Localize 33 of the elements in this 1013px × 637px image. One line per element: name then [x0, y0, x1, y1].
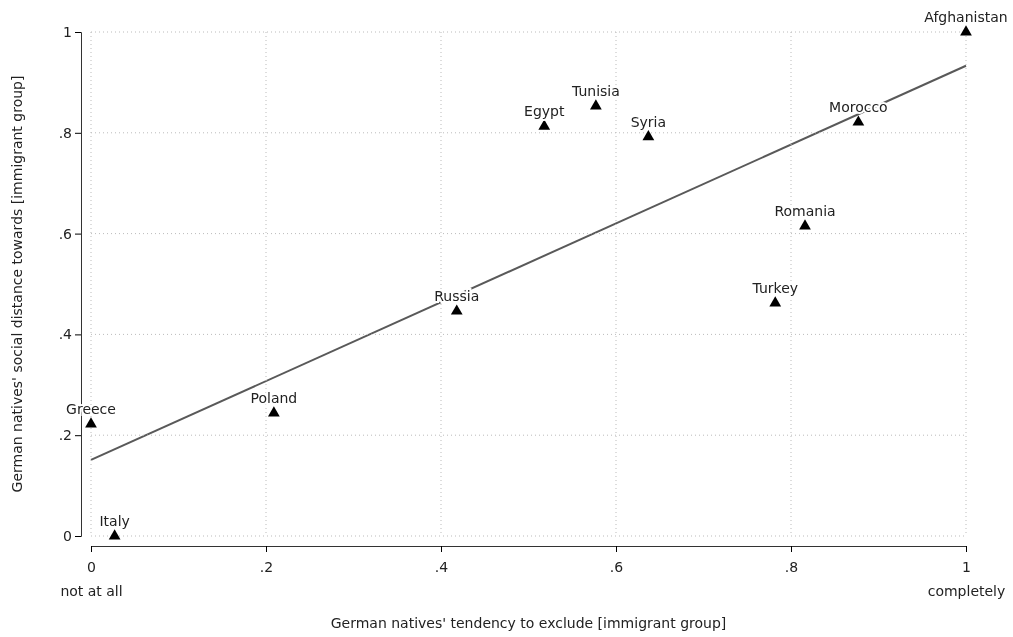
- point: [852, 115, 865, 126]
- y-tick-label: .8: [58, 124, 72, 141]
- x-tick-label: .8: [784, 559, 799, 575]
- point: [450, 304, 463, 315]
- annotation: Italy: [99, 513, 130, 529]
- x-axis-title: German natives' tendency to exclude [immigrant group]: [330, 615, 727, 631]
- y-tick-label: .6: [58, 225, 73, 242]
- x-tick-label: .4: [434, 559, 449, 575]
- x-tick-label: 0 not at all: [60, 559, 123, 599]
- annotation: Afghanistan: [924, 9, 1008, 25]
- x-tick-label: 1 completely: [927, 559, 1006, 599]
- y-tick-label: .4: [58, 326, 73, 343]
- point: [108, 529, 121, 540]
- annotation: Egypt: [524, 103, 565, 120]
- point: [589, 99, 602, 110]
- annotation: Romania: [774, 203, 836, 220]
- y-tick-label: 0: [63, 527, 72, 544]
- annotation: Tunisia: [570, 83, 620, 100]
- point: [267, 406, 280, 417]
- annotation: Poland: [250, 390, 298, 407]
- y-axis-title: German natives' social distance towards [immigrant group]: [9, 75, 25, 493]
- y-tick-label: 1: [63, 23, 72, 40]
- x-tick-label: .6: [609, 559, 624, 575]
- x-tick-label: .2: [259, 559, 274, 575]
- point: [642, 130, 655, 141]
- point: [538, 119, 551, 130]
- point: [85, 417, 97, 428]
- point: [769, 296, 782, 307]
- y-tick-label: .2: [58, 427, 72, 444]
- annotation: Turkey: [751, 280, 799, 297]
- annotation: Syria: [630, 113, 667, 130]
- point: [960, 25, 972, 36]
- point: [799, 219, 811, 230]
